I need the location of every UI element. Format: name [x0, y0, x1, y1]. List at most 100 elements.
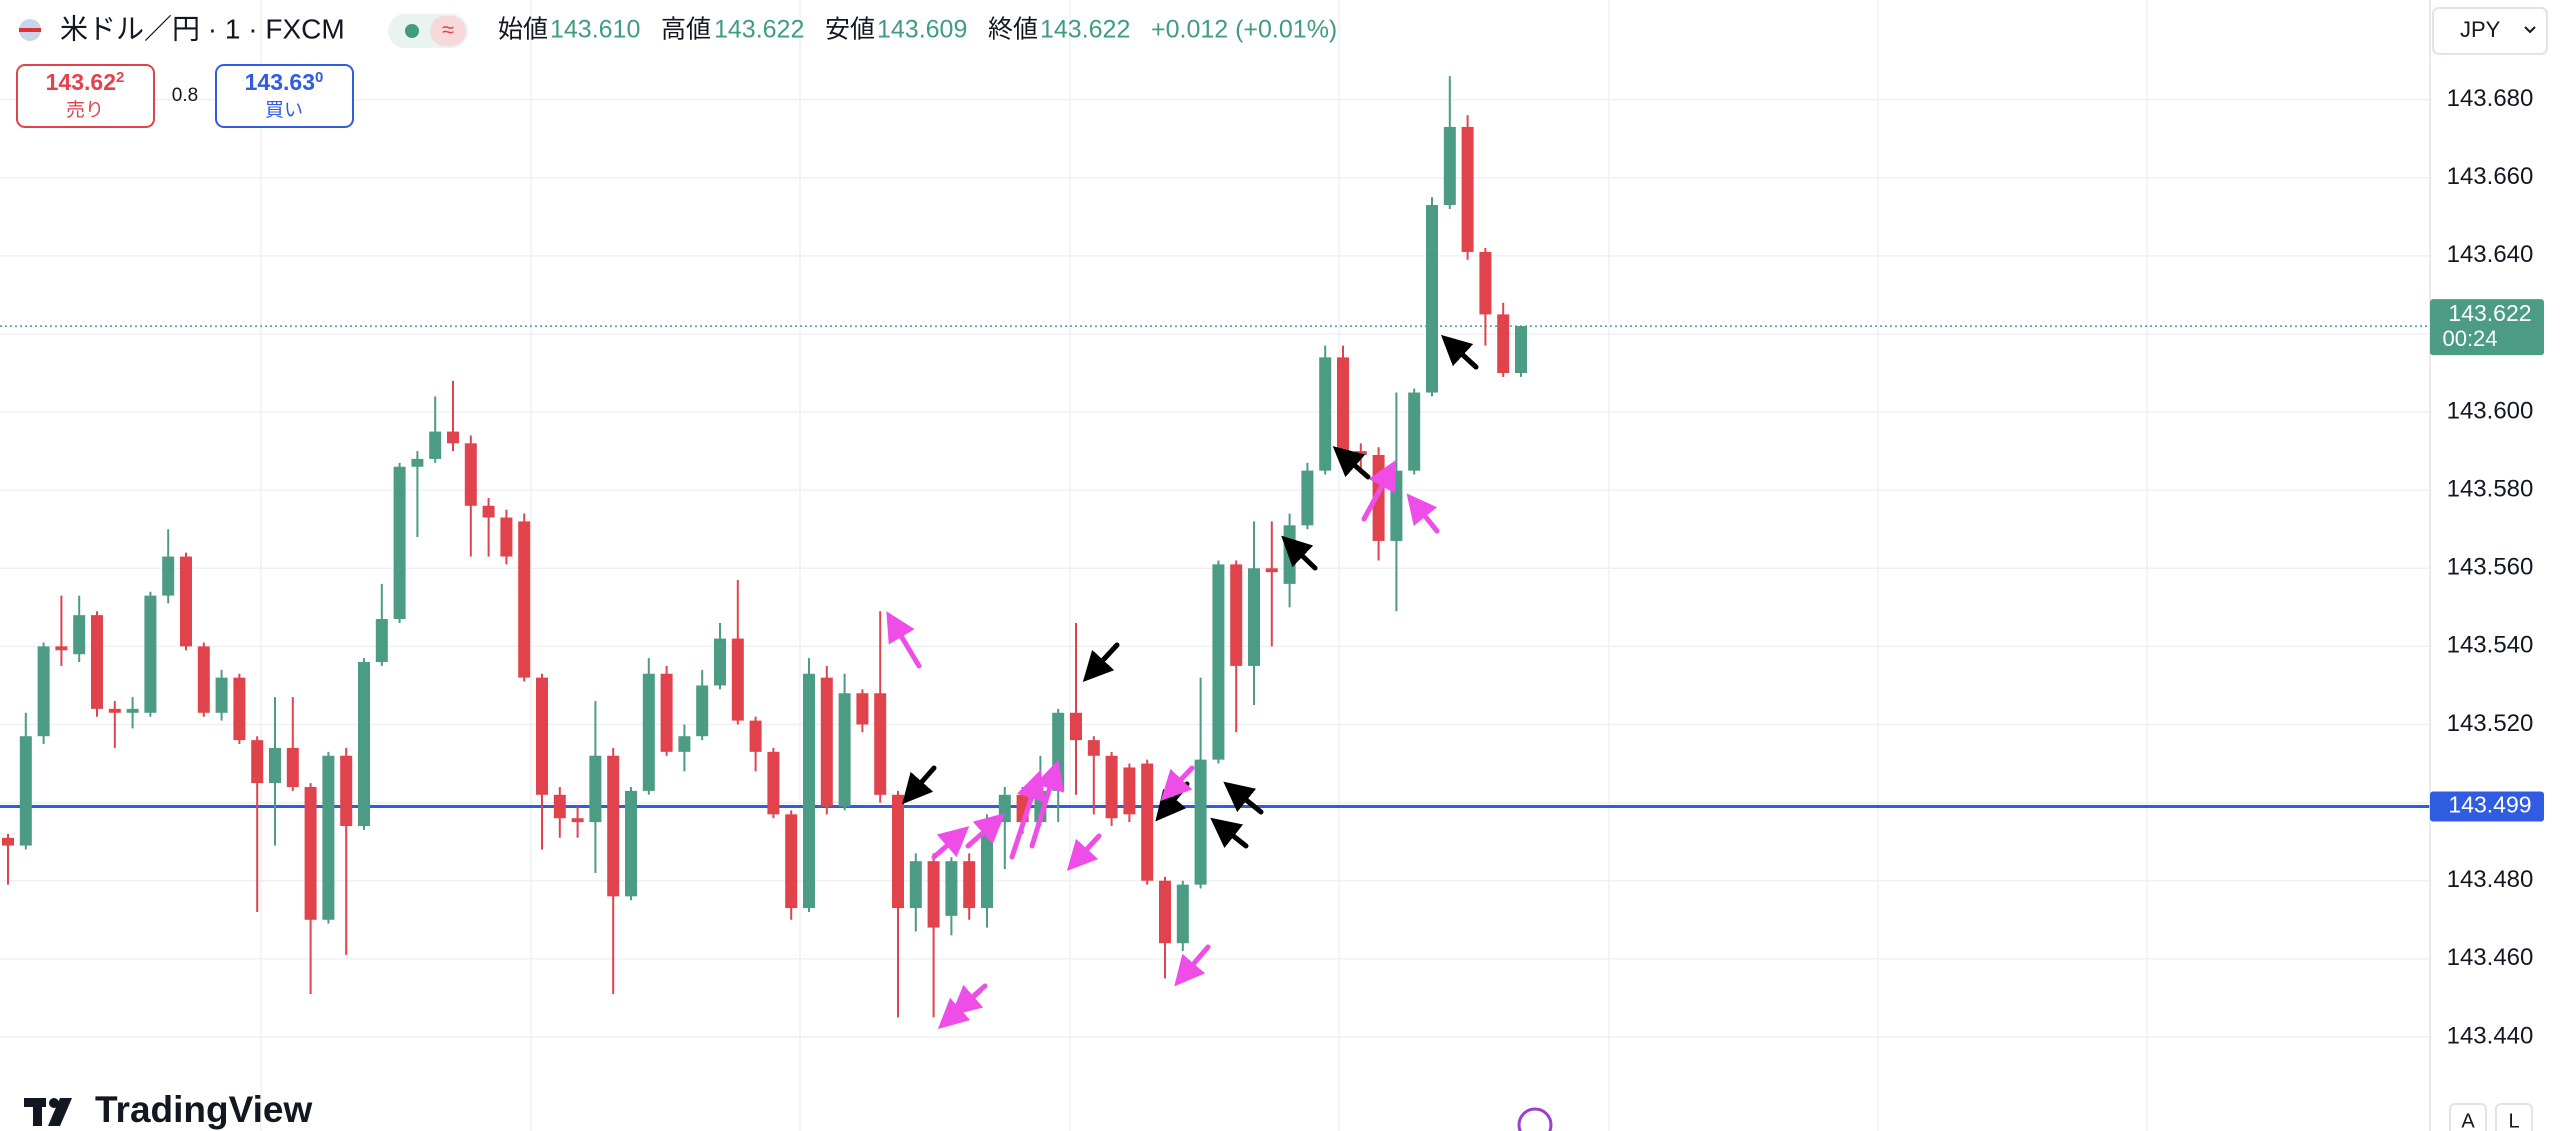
arrows — [886, 334, 1479, 1030]
candle-body — [375, 619, 388, 663]
candle-body — [749, 720, 762, 752]
candle-body — [197, 646, 210, 713]
low-label: 安値 — [825, 16, 875, 44]
candle-body — [1248, 568, 1260, 666]
scale-button-a[interactable]: A — [2449, 1103, 2487, 1131]
candle-body — [144, 595, 157, 713]
candle-body — [660, 673, 673, 752]
candle-body — [286, 747, 299, 787]
candles — [2, 76, 1527, 1018]
buy-label: 買い — [265, 100, 303, 121]
candle-body — [37, 646, 50, 737]
candle-body — [19, 736, 32, 846]
candle-body — [482, 505, 495, 518]
candle-body — [856, 693, 869, 725]
candle-body — [785, 814, 798, 909]
candle-body — [536, 677, 548, 795]
buy-button[interactable]: 143.630 買い — [215, 64, 354, 128]
y-tick-label: 143.520 — [2447, 710, 2534, 737]
logo: TradingView — [24, 1089, 312, 1130]
sell-label: 売り — [66, 99, 104, 121]
close-label: 終値 — [988, 16, 1038, 44]
buy-price: 143.63 — [245, 69, 315, 95]
sell-pip: 2 — [116, 69, 124, 86]
candle-body — [696, 685, 709, 737]
candle-body — [73, 615, 86, 655]
candle-body — [1354, 451, 1367, 456]
status-toggle[interactable]: ≈ — [388, 14, 468, 48]
candle-body — [678, 736, 691, 752]
candle-body — [1194, 759, 1207, 885]
candle-body — [945, 861, 958, 916]
candle-body — [411, 458, 424, 467]
candle-body — [162, 556, 175, 596]
candle-body — [1443, 126, 1456, 206]
svg-text:143.630: 143.630 — [245, 69, 324, 95]
candle-body — [927, 861, 940, 928]
levels — [0, 325, 2430, 809]
scale-button-l[interactable]: L — [2495, 1103, 2533, 1131]
last-price-label: 143.622 — [2448, 300, 2531, 326]
y-tick-label: 143.640 — [2447, 241, 2534, 268]
high-value: 143.622 — [714, 16, 804, 44]
y-tick-label: 143.460 — [2447, 944, 2534, 971]
candle-body — [642, 673, 655, 791]
candle-body — [55, 646, 68, 651]
candle-body — [447, 431, 459, 444]
candle-body — [1105, 755, 1118, 819]
candle-body — [1301, 470, 1314, 526]
candle-body — [1497, 314, 1510, 373]
candle-body — [215, 677, 228, 713]
candle-body — [803, 673, 815, 909]
candle-body — [767, 751, 780, 815]
candle-body — [571, 818, 584, 823]
candle-body — [108, 708, 121, 713]
candle-body — [892, 794, 904, 909]
open-label: 始値 — [498, 16, 548, 44]
close-value: 143.622 — [1040, 16, 1130, 44]
candle-body — [1337, 357, 1349, 452]
candle-body — [820, 677, 833, 807]
candle-body — [464, 443, 477, 506]
candle-body — [126, 708, 139, 713]
candle-body — [518, 521, 531, 678]
candle-body — [963, 861, 976, 909]
candle-body — [838, 693, 851, 807]
low-value: 143.609 — [877, 16, 967, 44]
candle-body — [251, 740, 264, 784]
sell-button[interactable]: 143.622 売り — [16, 64, 155, 128]
candle-body — [322, 755, 335, 920]
candle-body — [1265, 568, 1278, 573]
spread: 0.8 — [172, 85, 198, 106]
currency-button[interactable]: JPY — [2432, 7, 2548, 55]
candle-body — [340, 755, 353, 827]
candle-body — [269, 747, 281, 784]
candle-body — [1408, 392, 1421, 471]
svg-text:≈: ≈ — [442, 17, 454, 42]
logo-text: TradingView — [95, 1089, 312, 1130]
candle-body — [1390, 470, 1403, 541]
candle-body — [589, 755, 602, 823]
candle-body — [393, 466, 406, 620]
candle-body — [1319, 357, 1332, 471]
candle-body — [1123, 767, 1136, 815]
scale-l: L — [2508, 1110, 2519, 1131]
y-tick-label: 143.600 — [2447, 397, 2534, 424]
candle-body — [2, 837, 14, 846]
candle-body — [1159, 880, 1171, 944]
candle-body — [1212, 564, 1225, 760]
svg-text:143.622: 143.622 — [46, 69, 125, 95]
price-axis-bg — [2430, 0, 2560, 1131]
event-icon[interactable] — [1517, 1107, 1553, 1131]
candle-body — [500, 517, 513, 557]
candle-body — [1461, 126, 1474, 252]
candle-body — [731, 638, 744, 721]
open-value: 143.610 — [550, 16, 640, 44]
candle-body — [91, 615, 103, 709]
candle-body — [714, 638, 726, 686]
candle-body — [1283, 525, 1296, 584]
y-tick-label: 143.540 — [2447, 632, 2534, 659]
